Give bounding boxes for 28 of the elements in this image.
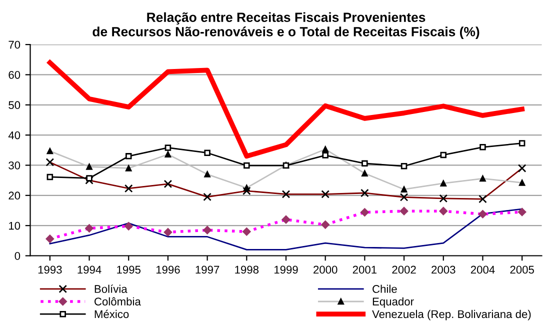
y-tick-label: 30: [8, 162, 20, 170]
x-tick-label: 2004: [470, 266, 495, 274]
x-tick-label: 1994: [78, 266, 102, 274]
y-tick-label: 50: [8, 101, 20, 110]
legend-label: Equador: [372, 297, 414, 308]
y-tick-label: 60: [8, 70, 20, 79]
x-tick-label: 2001: [352, 266, 377, 274]
x-tick-label: 2002: [392, 266, 416, 274]
y-tick-label: 0: [14, 252, 20, 260]
y-tick-label: 20: [8, 192, 20, 200]
y-tick-label: 10: [9, 222, 20, 230]
legend-label: Venezuela (Rep. Bolivariana de): [372, 310, 531, 320]
y-tick-label: 70: [8, 40, 20, 49]
legend-label: Colômbia: [94, 297, 141, 306]
x-tick-label: 2000: [314, 266, 338, 274]
x-tick-label: 2003: [432, 266, 456, 274]
legend-label: Chile: [372, 284, 397, 293]
chart-title: Relação entre Receitas Fiscais Provenientes de Recursos Não-renováveis e o Total de Receitas Fiscais (%): [92, 12, 480, 39]
x-tick-label: 1996: [156, 266, 180, 274]
x-tick-label: 1998: [235, 266, 259, 274]
legend-label: Bolívia: [94, 284, 128, 293]
x-tick-label: 1997: [196, 266, 220, 274]
x-tick-label: 1999: [274, 266, 298, 274]
x-tick-label: 1995: [117, 266, 141, 274]
y-tick-label: 40: [8, 131, 20, 140]
x-tick-label: 2005: [510, 266, 534, 274]
legend-label: México: [94, 310, 129, 318]
x-tick-label: 1993: [38, 266, 62, 274]
